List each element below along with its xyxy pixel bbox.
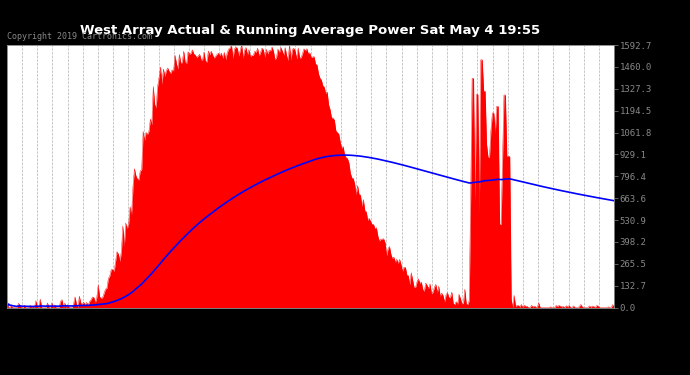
Text: Copyright 2019 Cartronics.com: Copyright 2019 Cartronics.com [7,32,152,41]
Text: West Array Actual & Running Average Power Sat May 4 19:55: West Array Actual & Running Average Powe… [81,24,540,38]
